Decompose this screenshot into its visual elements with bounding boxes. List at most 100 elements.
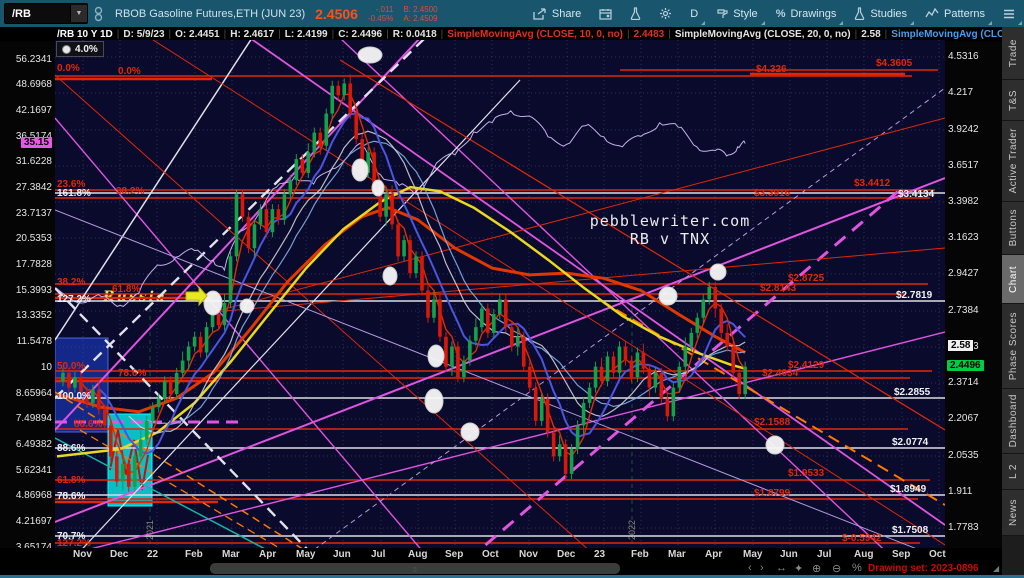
settings-button[interactable]: [650, 0, 681, 27]
ohlc-segment: 2.58: [851, 29, 880, 40]
sidebar-tab-label: Phase Scores: [1007, 311, 1019, 381]
candle-body: [216, 314, 221, 326]
sidebar-tab-news[interactable]: News: [1002, 490, 1024, 536]
sidebar-tab-active-trader[interactable]: Active Trader: [1002, 121, 1024, 202]
candle-body: [198, 336, 203, 353]
percent-scale-icon[interactable]: %: [852, 562, 862, 574]
candle-body: [426, 290, 430, 318]
zoom-in-icon[interactable]: ⊕: [812, 563, 822, 575]
pan-right-icon[interactable]: ›: [760, 562, 764, 574]
level-label: $2.2855: [894, 387, 931, 398]
quote-block: 2.4506 -.011 -0.45% B: 2.4500 A: 2.4509: [315, 5, 437, 23]
tnx-line: [56, 110, 746, 307]
share-button[interactable]: Share: [524, 0, 590, 27]
right-axis-label: 4.5316: [948, 51, 979, 62]
left-axis-label: 23.7137: [15, 208, 52, 219]
sidebar-tab-t-s[interactable]: T&S: [1002, 80, 1024, 121]
candle-body: [318, 132, 323, 146]
sidebar-tab-l-2[interactable]: L 2: [1002, 454, 1024, 490]
time-axis-label: 23: [594, 549, 606, 560]
menu-icon: [1003, 9, 1015, 19]
symbol-dropdown-caret[interactable]: ▼: [70, 5, 87, 22]
ohlc-segment: O: 2.4451: [165, 29, 219, 40]
sidebar-tab-label: Chart: [1007, 265, 1019, 293]
year-label: 2021: [145, 520, 155, 540]
candle-body: [713, 286, 718, 309]
candle-body: [695, 317, 700, 333]
sidebar-tab-trade[interactable]: Trade: [1002, 27, 1024, 80]
highlight-circle: [371, 179, 385, 197]
sidebar-tab-phase-scores[interactable]: Phase Scores: [1002, 304, 1024, 389]
pan-left-icon[interactable]: ‹: [748, 562, 752, 574]
highlight-circle: [460, 422, 480, 442]
candle-body: [599, 366, 604, 382]
menu-button[interactable]: [994, 0, 1024, 27]
candle-body: [342, 83, 347, 96]
level-label: 70.7%: [57, 531, 85, 542]
level-label: 100.0%: [57, 391, 91, 402]
sidebar-tab-label: Active Trader: [1007, 128, 1019, 194]
highlight-circle: [382, 266, 398, 286]
time-axis-label: Aug: [854, 549, 874, 560]
left-axis-label: 4.21697: [15, 516, 52, 527]
left-axis-label: 10: [40, 362, 52, 373]
sidebar-tab-label: Dashboard: [1007, 394, 1019, 448]
gear-icon: [659, 7, 672, 20]
crosshair-icon[interactable]: ✦: [794, 563, 804, 575]
timeframe-button[interactable]: D: [681, 0, 707, 27]
left-axis-label: 36.5174: [16, 131, 52, 142]
candle-body: [204, 327, 209, 353]
drawings-button[interactable]: % Drawings: [767, 0, 846, 27]
candle-body: [605, 356, 610, 382]
left-axis-label: 7.49894: [15, 413, 52, 424]
expand-horizontal-icon[interactable]: ↔: [776, 562, 787, 574]
left-axis-label: 6.49382: [15, 439, 52, 450]
chart-plot-area[interactable]: 20212022Russia0.0%0.0%$4.3605$4.32623.6%…: [55, 40, 945, 548]
candle-body: [521, 336, 526, 367]
studies-button[interactable]: Studies: [845, 0, 916, 27]
candle-body: [641, 352, 646, 369]
candle-body: [192, 336, 197, 347]
resize-grip-icon[interactable]: ◢: [993, 564, 1000, 573]
sidebar-tab-chart[interactable]: Chart: [1002, 255, 1024, 304]
level-label: 127.2%: [57, 294, 91, 305]
analyze-button[interactable]: [621, 0, 650, 27]
candle-body: [258, 209, 263, 225]
chart-ohlc-header: /RB 10 Y 1DD: 5/9/23O: 2.4451H: 2.4617L:…: [0, 27, 1002, 41]
sidebar-tab-dashboard[interactable]: Dashboard: [1002, 389, 1024, 454]
candle-body: [156, 398, 161, 408]
candle-body: [474, 327, 478, 341]
percent-badge[interactable]: 4.0%: [56, 41, 104, 57]
time-scrollbar[interactable]: ∶∶: [210, 563, 620, 574]
chart-canvas[interactable]: 20212022Russia0.0%0.0%$4.3605$4.32623.6%…: [55, 40, 945, 548]
badge-circle-icon: [62, 44, 71, 54]
style-button[interactable]: Style: [707, 0, 766, 27]
zoom-out-icon[interactable]: ⊖: [832, 563, 842, 575]
calendar-button[interactable]: [590, 0, 621, 27]
level-label: $1.9533: [788, 468, 825, 479]
level-label: 161.8%: [57, 188, 91, 199]
trendline: [212, 247, 945, 313]
candle-body: [569, 449, 574, 474]
calendar-icon: [599, 8, 612, 20]
sidebar-tab-buttons[interactable]: Buttons: [1002, 202, 1024, 255]
left-axis-label: 13.3352: [15, 310, 52, 321]
time-axis-label: Oct: [482, 549, 499, 560]
patterns-icon: [925, 8, 939, 19]
link-chain-icon[interactable]: [94, 6, 103, 22]
share-icon: [533, 7, 547, 20]
trendline: [315, 87, 945, 548]
tnx-last-value-label: 35.15: [20, 137, 52, 148]
level-label: $2.1588: [754, 417, 791, 428]
symbol-input[interactable]: /RB ▼: [4, 3, 88, 24]
candle-body: [85, 391, 89, 403]
right-axis-label: 2.0535: [948, 450, 979, 461]
symbol-value: /RB: [12, 7, 31, 20]
candle-body: [665, 398, 670, 417]
highlight-circle: [351, 158, 369, 182]
ohlc-segment: C: 2.4496: [328, 29, 382, 40]
patterns-button[interactable]: Patterns: [916, 0, 994, 27]
level-label: 0.0%: [57, 63, 80, 74]
time-axis-label: Nov: [519, 549, 538, 560]
time-axis-label: Jul: [817, 549, 832, 560]
